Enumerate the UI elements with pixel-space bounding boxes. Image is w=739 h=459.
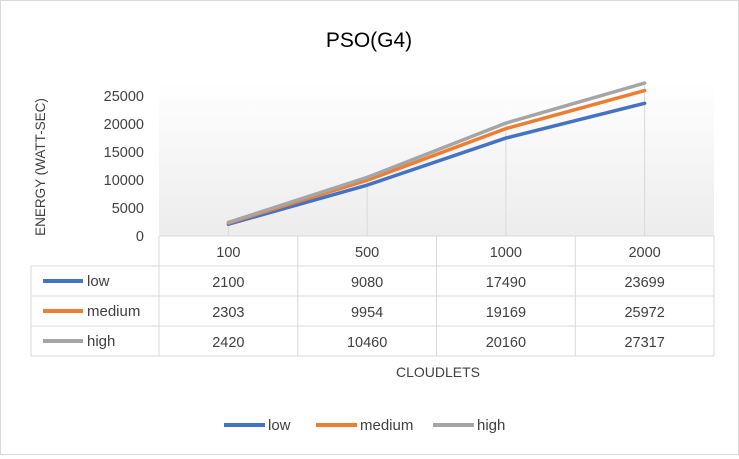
data-table: 100 500 1000 2000 low 2100 9080 17490 23699 mediu… [31, 236, 714, 356]
data-label: 25972 [624, 305, 664, 321]
y-tick-label: 25000 [104, 89, 144, 105]
x-tick-label: 1000 [490, 245, 522, 261]
data-label: 10460 [347, 335, 387, 351]
data-label: 9954 [351, 305, 383, 321]
legend-label-medium: medium [360, 417, 413, 434]
y-tick-label: 15000 [104, 145, 144, 161]
x-tick-label: 500 [355, 245, 379, 261]
legend-label-low: low [268, 417, 291, 434]
legend: low medium high [224, 417, 505, 434]
data-label: 20160 [486, 335, 526, 351]
y-tick-label: 20000 [104, 117, 144, 133]
data-label: 19169 [486, 305, 526, 321]
plot-background [159, 81, 714, 236]
data-label: 9080 [351, 275, 383, 291]
x-tick-label: 100 [216, 245, 240, 261]
table-series-name: low [87, 273, 110, 290]
data-label: 2420 [212, 335, 244, 351]
data-label: 2100 [212, 275, 244, 291]
y-axis-label: ENERGY (WATT-SEC) [33, 98, 48, 236]
data-label: 2303 [212, 305, 244, 321]
y-tick-label: 5000 [112, 201, 144, 217]
data-label: 27317 [624, 335, 664, 351]
table-series-name: high [87, 333, 115, 350]
legend-label-high: high [477, 417, 505, 434]
y-tick-label: 0 [136, 229, 144, 245]
y-tick-label: 10000 [104, 173, 144, 189]
data-label: 17490 [486, 275, 526, 291]
table-series-name: medium [87, 303, 140, 320]
x-axis-label: CLOUDLETS [396, 364, 480, 380]
chart-title: PSO(G4) [326, 29, 412, 52]
x-tick-label: 2000 [628, 245, 660, 261]
plot-area: 0 5000 10000 15000 20000 25000 [104, 81, 714, 245]
data-label: 23699 [624, 275, 664, 291]
